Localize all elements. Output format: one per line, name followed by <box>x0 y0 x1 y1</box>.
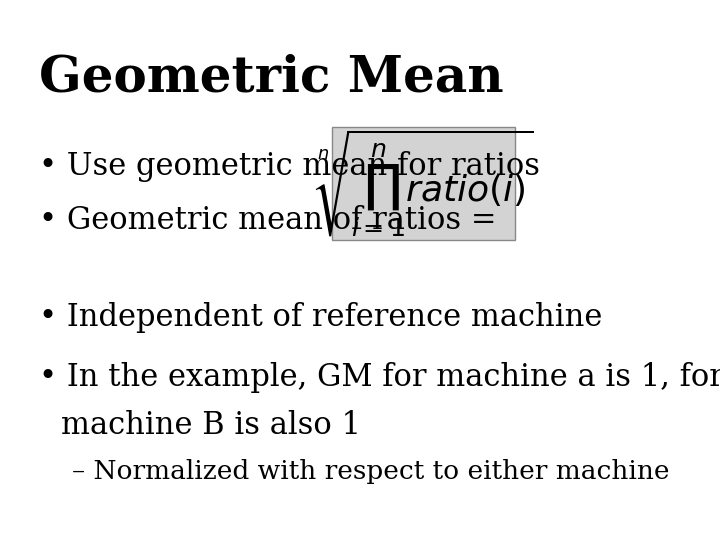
Text: $\sqrt[n]{\prod_{i=1}^{n} ratio(i)}$: $\sqrt[n]{\prod_{i=1}^{n} ratio(i)}$ <box>314 128 534 239</box>
Text: • Geometric mean of ratios =: • Geometric mean of ratios = <box>39 205 496 236</box>
Text: – Normalized with respect to either machine: – Normalized with respect to either mach… <box>72 459 670 484</box>
Text: Geometric Mean: Geometric Mean <box>39 54 503 103</box>
Text: machine B is also 1: machine B is also 1 <box>61 410 361 441</box>
FancyBboxPatch shape <box>333 127 516 240</box>
Text: • Independent of reference machine: • Independent of reference machine <box>39 302 602 333</box>
Text: • Use geometric mean for ratios: • Use geometric mean for ratios <box>39 151 540 182</box>
Text: • In the example, GM for machine a is 1, for: • In the example, GM for machine a is 1,… <box>39 362 720 393</box>
